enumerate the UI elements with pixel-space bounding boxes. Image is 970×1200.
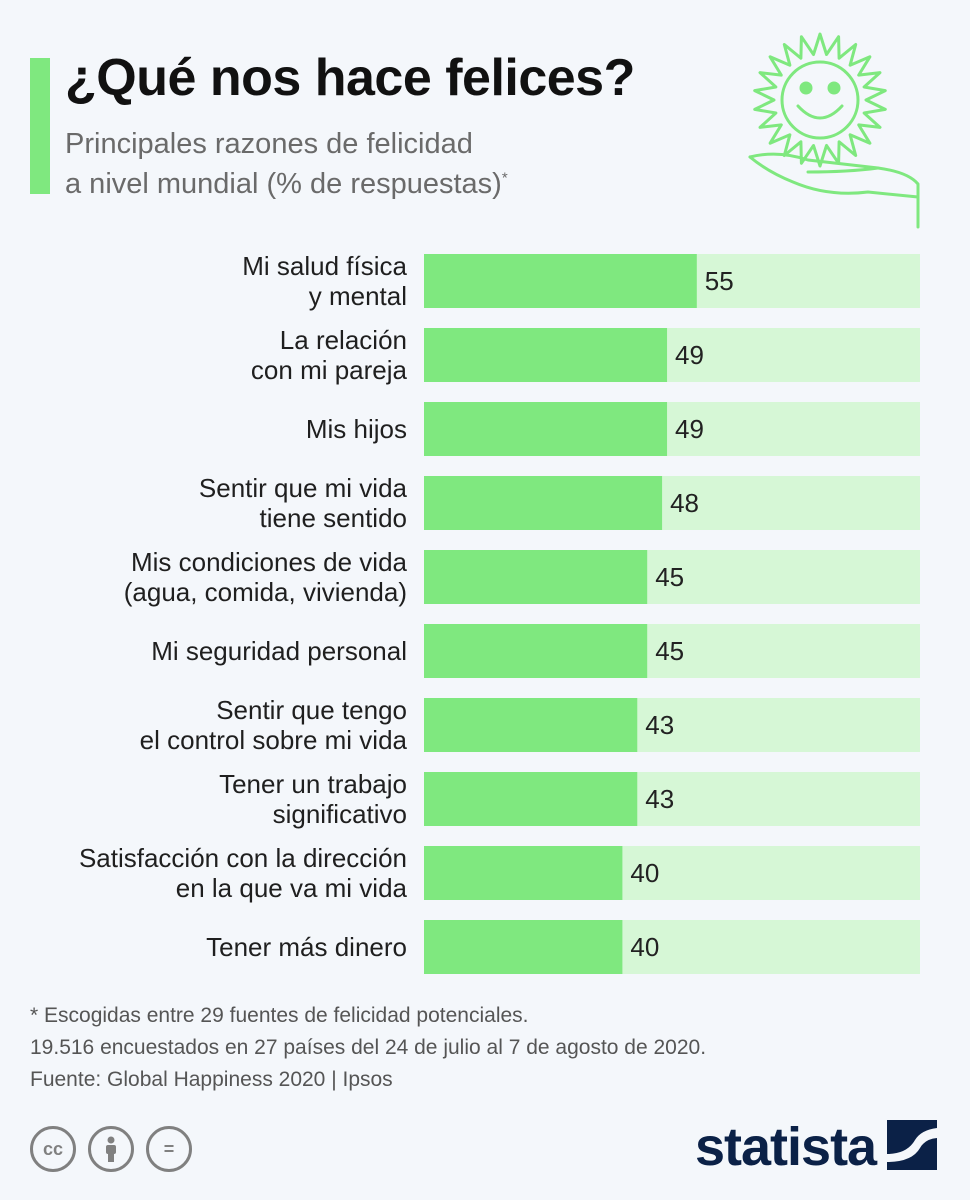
page-title: ¿Qué nos hace felices? [65,49,635,107]
value-label: 40 [630,932,659,962]
category-label: Tener un trabajo [219,769,407,799]
category-label: Sentir que tengo [216,695,407,725]
category-label: Mis condiciones de vida [131,547,408,577]
category-label: Satisfacción con la dirección [79,843,407,873]
footnote-line-1: * Escogidas entre 29 fuentes de felicida… [30,1004,529,1027]
bar [424,254,697,308]
category-label: Mi salud física [242,251,407,281]
source-line: Fuente: Global Happiness 2020 | Ipsos [30,1068,393,1091]
statista-logo-icon [887,1120,937,1170]
subtitle-line-2: a nivel mundial (% de respuestas)* [65,164,625,204]
bar [424,772,638,826]
person-glyph [106,1136,116,1162]
value-label: 43 [645,784,674,814]
subtitle-line-2-text: a nivel mundial (% de respuestas) [65,168,502,200]
subtitle: Principales razones de felicidad a nivel… [65,124,625,204]
subtitle-line-1: Principales razones de felicidad [65,128,473,160]
statista-logo[interactable]: statista [695,1110,945,1180]
bar [424,846,623,900]
category-label: tiene sentido [260,503,407,533]
category-label: el control sobre mi vida [140,725,408,755]
category-label: La relación [280,325,407,355]
category-label: en la que va mi vida [176,873,408,903]
category-label: Mis hijos [306,414,407,444]
category-label: y mental [309,281,407,311]
bar [424,402,668,456]
category-label: Mi seguridad personal [151,636,407,666]
category-label: con mi pareja [251,355,408,385]
bar-row: 45 Mi seguridad personal [151,624,920,678]
bar [424,328,668,382]
bar [424,920,623,974]
category-label: Tener más dinero [206,932,407,962]
equal-icon-label: = [163,1138,175,1159]
bar [424,476,663,530]
value-label: 43 [645,710,674,740]
footnote-line-2: 19.516 encuestados en 27 países del 24 d… [30,1036,707,1059]
value-label: 55 [705,266,734,296]
category-label: Sentir que mi vida [199,473,408,503]
bar-row: 40 Tener más dinero [206,920,920,974]
subtitle-footnote-mark: * [501,169,508,187]
bar [424,550,648,604]
cc-icon-label: cc [42,1138,64,1159]
bar-row: 49 Mis hijos [306,402,920,456]
category-label: significativo [273,799,407,829]
value-label: 45 [655,562,684,592]
value-label: 45 [655,636,684,666]
equal-icon[interactable]: = [146,1126,192,1172]
footnotes: * Escogidas entre 29 fuentes de felicida… [30,1000,930,1096]
cc-icon[interactable]: cc [30,1126,76,1172]
person-icon[interactable] [88,1126,134,1172]
bar [424,698,638,752]
license-icons: cc = [30,1126,200,1174]
value-label: 40 [630,858,659,888]
bar-row: 45 Mis condiciones de vida(agua, comida, … [124,547,920,607]
value-label: 49 [675,414,704,444]
category-label: (agua, comida, vivienda) [124,577,407,607]
sun-in-hand-icon [748,32,920,229]
value-label: 48 [670,488,699,518]
bar [424,624,648,678]
accent-bar [30,58,50,194]
value-label: 49 [675,340,704,370]
brand-name: statista [695,1117,877,1177]
